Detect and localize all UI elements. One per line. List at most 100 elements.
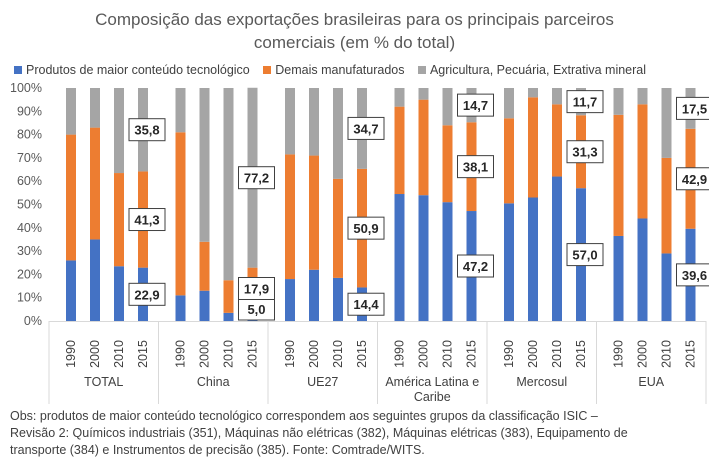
group-label-line: UE27 [307, 375, 338, 389]
x-tick-label-year: 1990 [612, 340, 626, 368]
bar-segment [90, 127, 100, 240]
footnote-line3: transporte (384) e Instrumentos de preci… [10, 443, 425, 457]
x-tick-label-year: 2000 [417, 340, 431, 368]
bar-segment [504, 118, 514, 204]
data-label-box [676, 96, 709, 120]
data-label-box [128, 208, 166, 232]
x-tick-label-year: 2010 [441, 340, 455, 368]
bar-segment [114, 88, 124, 174]
data-label: 57,0 [572, 248, 597, 263]
bar-segment [333, 277, 343, 321]
bar-segment [223, 280, 234, 313]
bar-segment [66, 260, 76, 321]
group-label: América Latina e Caribe [385, 375, 479, 404]
data-label: 35,8 [134, 123, 159, 138]
group-label: China [197, 375, 230, 389]
bar-segment [333, 88, 343, 179]
x-tick-label-year: 2015 [574, 340, 588, 368]
data-label: 50,9 [353, 221, 378, 236]
data-label-box [566, 90, 604, 114]
stacked-bar-chart: 0% 10% 20% 30% 40% 50% 60% 70% 80% 90% 100% 1990 200… [10, 81, 709, 404]
y-tick-label: 80% [17, 128, 42, 142]
x-tick-label-year: 2015 [246, 340, 260, 368]
x-tick-label-year: 1990 [393, 340, 407, 368]
chart-legend: Produtos de maior conteúdo tecnológico D… [14, 63, 704, 77]
y-tick-label: 20% [17, 267, 42, 281]
bar-segment [199, 88, 210, 242]
bar-segment [504, 203, 514, 321]
data-label-box [566, 243, 604, 267]
y-tick-label: 100% [10, 81, 42, 95]
x-tick-label-year: 2000 [526, 340, 540, 368]
x-tick-label-year: 2010 [112, 340, 126, 368]
y-tick-label: 60% [17, 174, 42, 188]
y-tick-label: 70% [17, 151, 42, 165]
x-tick-label-year: 2010 [660, 340, 674, 368]
bar-segment [442, 88, 453, 126]
bar-segment [394, 88, 405, 107]
x-tick-label-year: 2000 [88, 340, 102, 368]
bar-segment [66, 134, 76, 261]
bar-segment [309, 88, 319, 156]
data-label-box [566, 140, 604, 164]
group-label-line: China [197, 375, 230, 389]
group-label: TOTAL [84, 375, 123, 389]
y-tick-label: 90% [17, 104, 42, 118]
bar-segment [661, 157, 672, 254]
bar-segment [528, 88, 538, 98]
data-label-box [676, 263, 709, 287]
data-label: 22,9 [134, 287, 159, 302]
legend-label-agri: Agricultura, Pecuária, Extrativa mineral [429, 63, 647, 77]
bar-segment [613, 235, 624, 321]
bar-segment [309, 269, 319, 321]
data-label: 5,0 [247, 302, 265, 317]
legend-label-manuf: Demais manufaturados [275, 63, 405, 77]
data-label-box [457, 254, 494, 278]
data-label: 11,7 [573, 95, 598, 110]
data-label-box [347, 116, 385, 140]
x-tick-label-year: 2015 [136, 340, 150, 368]
legend-swatch-manuf [263, 66, 272, 74]
chart-title-line2: comerciais (em % do total) [253, 33, 456, 52]
bar-segment [90, 88, 100, 128]
data-label-box [128, 118, 166, 142]
x-tick-label-year: 1990 [502, 340, 516, 368]
bar-segment [418, 88, 429, 100]
data-label-box [347, 292, 385, 316]
data-label: 39,6 [682, 268, 707, 283]
group-label-line: TOTAL [84, 375, 123, 389]
data-label: 14,4 [353, 297, 379, 312]
y-tick-label: 50% [17, 198, 42, 212]
data-label: 34,7 [353, 121, 378, 136]
x-tick-label-year: 2000 [307, 340, 321, 368]
bar-segment [637, 104, 648, 219]
legend-item-agri: Agricultura, Pecuária, Extrativa mineral [417, 63, 647, 77]
x-tick-label-year: 2015 [465, 340, 479, 368]
group-label: Mercosul [516, 375, 567, 389]
bar-segment [394, 106, 405, 195]
x-tick-label-year: 2010 [550, 340, 564, 368]
bar-segment [90, 239, 100, 321]
bar-segment [199, 290, 210, 321]
bar-segment [528, 197, 538, 321]
footnote-line2: Revisão 2: Químicos industriais (351), M… [10, 426, 628, 440]
group-label-line: Caribe [414, 390, 451, 404]
bar-segment [285, 154, 295, 280]
chart-title-line1: Composição das exportações brasileiras p… [95, 10, 614, 29]
data-label-box [238, 166, 275, 190]
bar-segment [285, 88, 295, 155]
bar-segment [114, 266, 124, 321]
y-tick-label: 30% [17, 244, 42, 258]
data-label-box [128, 282, 166, 306]
bar-segment [637, 218, 648, 321]
data-label-box [347, 216, 385, 240]
legend-item-manuf: Demais manufaturados [263, 63, 404, 77]
footnote-line1: Obs: produtos de maior conteúdo tecnológ… [10, 409, 598, 423]
x-tick-label-year: 2000 [636, 340, 650, 368]
bar-segment [285, 279, 295, 321]
data-label-box [238, 276, 275, 300]
bar-segment [613, 114, 624, 236]
data-label: 17,5 [682, 101, 707, 116]
bar-segment [175, 132, 186, 296]
x-tick-label-year: 2010 [331, 340, 345, 368]
